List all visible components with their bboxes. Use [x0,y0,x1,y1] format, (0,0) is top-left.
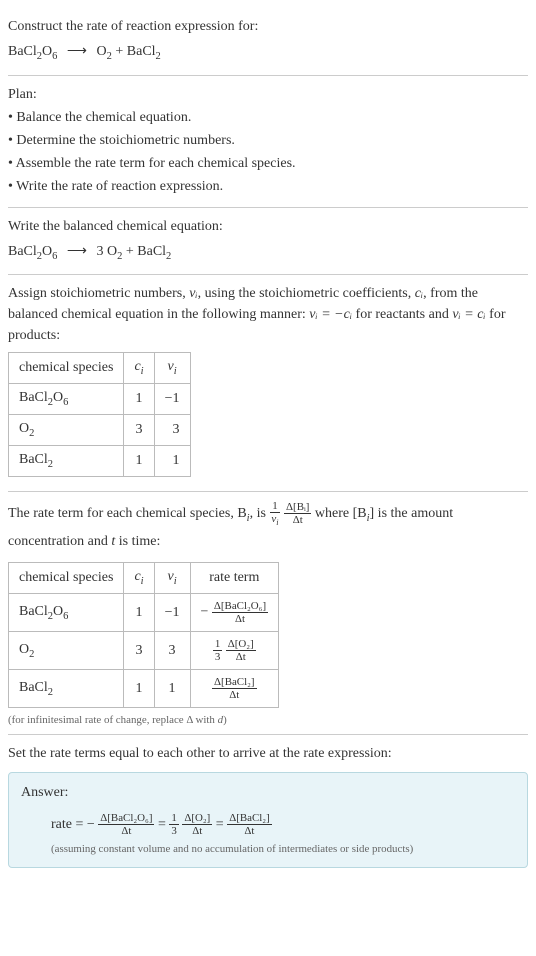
stoich-text: Assign stoichiometric numbers, νᵢ, using… [8,283,528,346]
species-cell: BaCl2O6 [9,384,124,415]
species-cell: BaCl2 [9,670,124,708]
species-cell: O2 [9,414,124,445]
table-header-row: chemical species ci νi rate term [9,563,279,594]
header-ci: ci [124,353,154,384]
vi-cell: −1 [154,384,190,415]
ci-cell: 1 [124,594,154,632]
final-heading: Set the rate terms equal to each other t… [8,743,528,764]
arrow-icon: ⟶ [67,39,87,64]
product1: O2 [96,44,111,59]
coef-o2: 3 [96,244,103,259]
rateterm-section: The rate term for each chemical species,… [8,492,528,736]
answer-label: Answer: [21,785,515,801]
ci-cell: 3 [124,414,154,445]
plus: + [115,44,126,59]
arrow-icon: ⟶ [67,239,87,264]
rateterm-text: The rate term for each chemical species,… [8,500,528,557]
final-section: Set the rate terms equal to each other t… [8,735,528,876]
header-species: chemical species [9,563,124,594]
header-vi: νi [154,353,190,384]
ci-cell: 1 [124,445,154,476]
table-row: BaCl2O6 1 −1 [9,384,191,415]
product1: O2 [107,244,122,259]
intro-section: Construct the rate of reaction expressio… [8,8,528,76]
balanced-heading: Write the balanced chemical equation: [8,216,528,237]
reactant: BaCl2O6 [8,44,57,59]
header-species: chemical species [9,353,124,384]
frac-dbi-dt: Δ[Bᵢ] Δt [284,501,311,526]
rate-cell: Δ[BaCl₂] Δt [190,670,279,708]
vi-cell: 1 [154,445,190,476]
table-row: BaCl2 1 1 Δ[BaCl₂] Δt [9,670,279,708]
plan-item: • Assemble the rate term for each chemic… [8,153,528,174]
rate-cell: 1 3 Δ[O₂] Δt [190,632,279,670]
ci-cell: 1 [124,670,154,708]
balanced-equation: BaCl2O6 ⟶ 3 O2 + BaCl2 [8,239,528,267]
vi-cell: 3 [154,414,190,445]
product2: BaCl2 [137,244,171,259]
vi-cell: −1 [154,594,190,632]
plus: + [126,244,137,259]
ci-cell: 3 [124,632,154,670]
table-header-row: chemical species ci νi [9,353,191,384]
answer-note: (assuming constant volume and no accumul… [51,843,515,855]
stoich-section: Assign stoichiometric numbers, νᵢ, using… [8,275,528,491]
balanced-section: Write the balanced chemical equation: Ba… [8,208,528,276]
plan-item: • Write the rate of reaction expression. [8,176,528,197]
table-row: O2 3 3 [9,414,191,445]
rateterm-table: chemical species ci νi rate term BaCl2O6… [8,562,279,708]
plan-section: Plan: • Balance the chemical equation. •… [8,76,528,208]
intro-prompt: Construct the rate of reaction expressio… [8,16,528,37]
table-row: O2 3 3 1 3 Δ[O₂] Δt [9,632,279,670]
rate-cell: − Δ[BaCl₂O₆] Δt [190,594,279,632]
plan-heading: Plan: [8,84,528,105]
product2: BaCl2 [127,44,161,59]
stoich-table: chemical species ci νi BaCl2O6 1 −1 O2 3… [8,352,191,476]
species-cell: BaCl2O6 [9,594,124,632]
ci-cell: 1 [124,384,154,415]
rateterm-note: (for infinitesimal rate of change, repla… [8,714,528,726]
species-cell: BaCl2 [9,445,124,476]
header-vi: νi [154,563,190,594]
plan-item: • Balance the chemical equation. [8,107,528,128]
species-cell: O2 [9,632,124,670]
header-ci: ci [124,563,154,594]
intro-equation: BaCl2O6 ⟶ O2 + BaCl2 [8,39,528,67]
vi-cell: 3 [154,632,190,670]
vi-cell: 1 [154,670,190,708]
table-row: BaCl2O6 1 −1 − Δ[BaCl₂O₆] Δt [9,594,279,632]
table-row: BaCl2 1 1 [9,445,191,476]
answer-expression: rate = − Δ[BaCl₂O₆] Δt = 1 3 Δ[O₂] Δt = [51,811,515,839]
reactant: BaCl2O6 [8,244,57,259]
header-rate: rate term [190,563,279,594]
plan-item: • Determine the stoichiometric numbers. [8,130,528,151]
frac-one-over-nu: 1 νi [269,500,280,527]
answer-box: Answer: rate = − Δ[BaCl₂O₆] Δt = 1 3 Δ[O… [8,772,528,868]
answer-content: rate = − Δ[BaCl₂O₆] Δt = 1 3 Δ[O₂] Δt = [21,811,515,855]
